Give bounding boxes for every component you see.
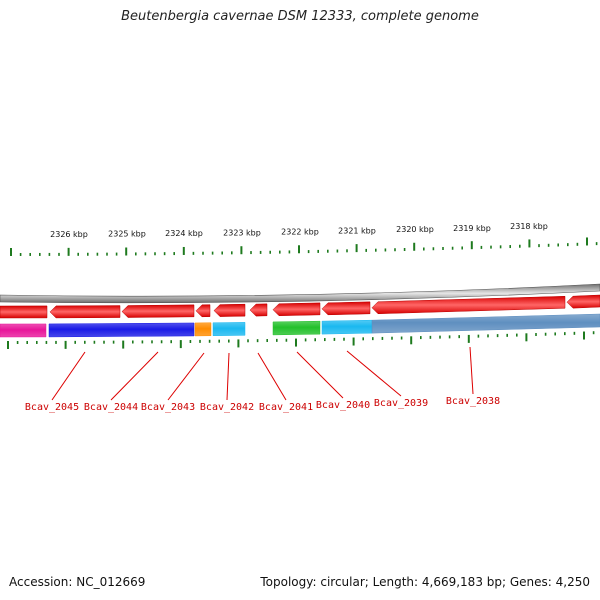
kbp-label: 2326 kbp — [50, 230, 88, 239]
gene-leader-line — [346, 350, 402, 397]
reverse-gene-bcav-2039[interactable] — [321, 319, 373, 335]
gene-leader-line — [110, 351, 159, 401]
kbp-label: 2320 kbp — [396, 225, 434, 234]
topology-summary: Topology: circular; Length: 4,669,183 bp… — [260, 575, 590, 589]
gene-label[interactable]: Bcav_2039 — [374, 398, 428, 409]
gene-label[interactable]: Bcav_2044 — [84, 402, 138, 413]
kbp-label: 2324 kbp — [165, 229, 203, 238]
forward-gene-arrow[interactable] — [0, 305, 48, 319]
forward-gene-arrow[interactable] — [371, 295, 566, 315]
gene-label[interactable]: Bcav_2042 — [200, 402, 254, 413]
reverse-gene-bcav-2043[interactable] — [194, 322, 212, 337]
forward-gene-arrow[interactable] — [566, 294, 600, 309]
genome-backbone — [0, 283, 600, 304]
forward-gene-arrow[interactable] — [272, 302, 321, 316]
gene-leader-line — [296, 351, 344, 399]
reverse-gene-bcav-2042[interactable] — [212, 322, 246, 336]
forward-gene-arrow[interactable] — [249, 303, 268, 317]
forward-gene-arrow[interactable] — [49, 305, 121, 319]
gene-leader-line — [469, 346, 474, 395]
gene-leader-line — [257, 352, 287, 401]
track-layer — [0, 283, 600, 338]
reverse-gene-bcav-2045[interactable] — [0, 323, 47, 338]
kbp-label: 2319 kbp — [453, 224, 491, 233]
gene-leader-line — [226, 352, 230, 401]
reverse-gene-bcav-2044[interactable] — [48, 322, 195, 338]
tick-layer — [7, 237, 598, 349]
gene-label[interactable]: Bcav_2045 — [25, 402, 79, 413]
forward-gene-arrow[interactable] — [321, 301, 371, 316]
gene-label-layer: Bcav_2045 Bcav_2044 Bcav_2043 Bcav_2042 Bcav… — [25, 346, 500, 413]
gene-label[interactable]: Bcav_2038 — [446, 396, 500, 407]
kbp-label-layer: 2326 kbp 2325 kbp 2324 kbp 2323 kbp 2322 kbp… — [50, 222, 548, 239]
forward-gene-arrow[interactable] — [213, 303, 246, 317]
gene-label[interactable]: Bcav_2040 — [316, 400, 370, 411]
gene-leader-line — [51, 351, 86, 401]
forward-gene-arrow[interactable] — [195, 304, 211, 318]
kbp-label: 2323 kbp — [223, 228, 261, 237]
kbp-label: 2322 kbp — [281, 228, 319, 237]
gene-leader-line — [167, 352, 205, 401]
gene-label[interactable]: Bcav_2041 — [259, 402, 313, 413]
gene-label[interactable]: Bcav_2043 — [141, 402, 195, 413]
genome-title: Beutenbergia cavernae DSM 12333, complet… — [121, 9, 479, 24]
reverse-gene-bcav-2038[interactable] — [371, 313, 600, 334]
accession-text: Accession: NC_012669 — [9, 575, 146, 589]
kbp-label: 2318 kbp — [510, 222, 548, 231]
kbp-label: 2325 kbp — [108, 230, 146, 239]
kbp-label: 2321 kbp — [338, 226, 376, 235]
forward-gene-arrow[interactable] — [121, 304, 195, 318]
reverse-gene-bcav-2040[interactable] — [272, 320, 321, 336]
